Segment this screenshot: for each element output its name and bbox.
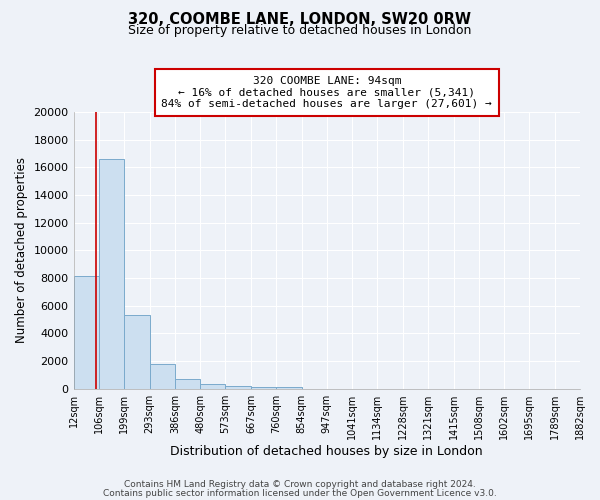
Bar [226, 386, 251, 388]
X-axis label: Distribution of detached houses by size in London: Distribution of detached houses by size … [170, 444, 483, 458]
Bar [74, 276, 99, 388]
Bar [99, 159, 124, 388]
Text: 320 COOMBE LANE: 94sqm
← 16% of detached houses are smaller (5,341)
84% of semi-: 320 COOMBE LANE: 94sqm ← 16% of detached… [161, 76, 492, 110]
Bar [251, 386, 276, 388]
Bar [200, 384, 226, 388]
Text: Contains HM Land Registry data © Crown copyright and database right 2024.: Contains HM Land Registry data © Crown c… [124, 480, 476, 489]
Text: Size of property relative to detached houses in London: Size of property relative to detached ho… [128, 24, 472, 37]
Bar [175, 379, 200, 388]
Y-axis label: Number of detached properties: Number of detached properties [15, 158, 28, 344]
Text: Contains public sector information licensed under the Open Government Licence v3: Contains public sector information licen… [103, 488, 497, 498]
Bar [149, 364, 175, 388]
Bar [124, 316, 149, 388]
Bar [276, 387, 302, 388]
Text: 320, COOMBE LANE, LONDON, SW20 0RW: 320, COOMBE LANE, LONDON, SW20 0RW [128, 12, 472, 28]
